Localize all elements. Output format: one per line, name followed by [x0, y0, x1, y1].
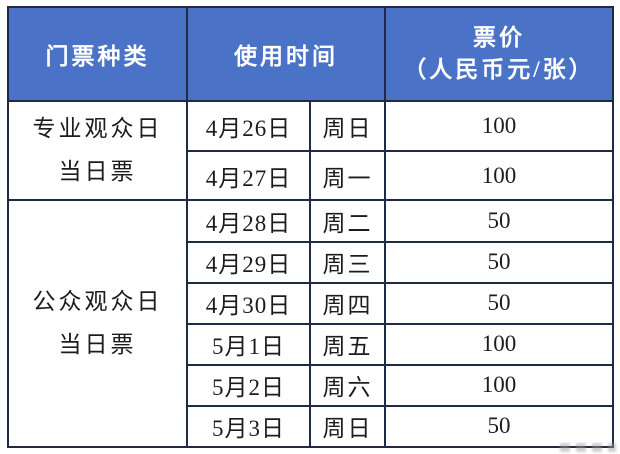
cell-date: 5月3日	[186, 404, 311, 449]
cell-price: 50	[384, 281, 614, 325]
cell-weekday: 周一	[309, 149, 386, 202]
cell-price: 100	[384, 322, 614, 366]
cell-weekday: 周日	[309, 404, 386, 449]
cell-price: 100	[384, 100, 614, 152]
cell-weekday: 周三	[309, 240, 386, 284]
table-row: 4月30日 周四 50	[8, 281, 614, 325]
table-body: 专业观众日 当日票 4月26日 周日 100 4月27日 周一 100 公众观众…	[7, 99, 614, 449]
group-label-line1: 公众观众日	[32, 289, 163, 315]
watermark	[560, 443, 616, 452]
cell-price: 50	[384, 240, 614, 284]
cell-date: 4月29日	[186, 240, 311, 284]
header-ticket-type: 门票种类	[7, 6, 188, 102]
cell-price: 50	[384, 199, 614, 243]
group-label-line2: 当日票	[58, 331, 137, 357]
cell-price: 100	[384, 149, 614, 202]
cell-date: 4月30日	[186, 281, 311, 325]
header-price-line2: （人民币元/张）	[403, 57, 595, 82]
cell-date: 5月2日	[186, 363, 311, 407]
cell-date: 4月28日	[186, 199, 311, 243]
cell-price: 50	[384, 404, 614, 449]
table-row: 4月29日 周三 50	[8, 240, 614, 284]
group-cell-professional: 专业观众日 当日票	[7, 99, 188, 202]
header-use-time: 使用时间	[186, 6, 386, 102]
table-row: 5月3日 周日 50	[8, 404, 614, 449]
header-price-line1: 票价	[473, 24, 525, 50]
table-row: 专业观众日 当日票 4月26日 周日 100	[7, 99, 614, 202]
cell-weekday: 周四	[309, 281, 386, 325]
group-label-line2: 当日票	[58, 158, 137, 184]
cell-date: 5月1日	[186, 322, 311, 366]
table-header: 门票种类 使用时间 票价 （人民币元/张）	[7, 6, 614, 102]
cell-date: 4月27日	[186, 149, 311, 202]
group-label-line1: 专业观众日	[32, 116, 163, 142]
cell-weekday: 周五	[309, 322, 386, 366]
table-row: 公众观众日 当日票 4月28日 周二 50	[7, 199, 614, 448]
table-row: 5月1日 周五 100	[8, 322, 614, 366]
group-cell-public: 公众观众日 当日票	[7, 199, 188, 448]
table-row: 5月2日 周六 100	[8, 363, 614, 407]
header-row: 门票种类 使用时间 票价 （人民币元/张）	[7, 6, 614, 102]
ticket-price-table: 门票种类 使用时间 票价 （人民币元/张） 专业观众日 当日票 4月26日 周日…	[7, 6, 614, 449]
header-price: 票价 （人民币元/张）	[384, 6, 614, 102]
cell-weekday: 周日	[309, 100, 386, 152]
cell-weekday: 周六	[309, 363, 386, 407]
table-row: 4月27日 周一 100	[8, 149, 614, 202]
cell-date: 4月26日	[186, 100, 311, 152]
cell-weekday: 周二	[309, 199, 386, 243]
cell-price: 100	[384, 363, 614, 407]
